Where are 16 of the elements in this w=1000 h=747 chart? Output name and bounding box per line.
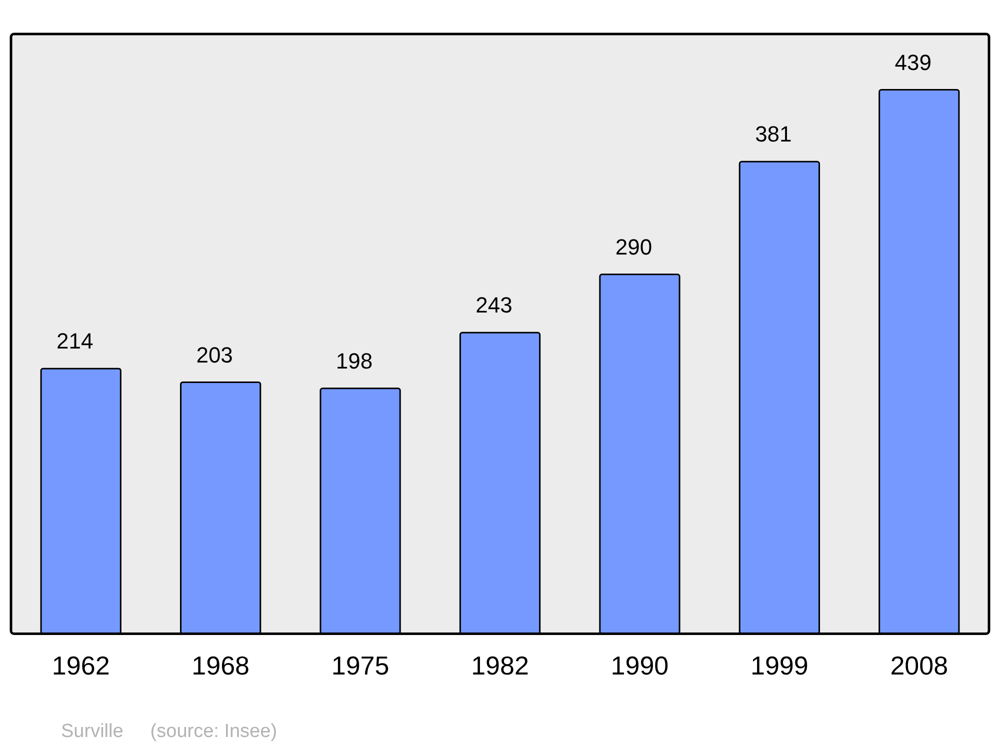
x-tick-label: 1990 (610, 650, 669, 681)
x-tick-label: 1962 (52, 650, 110, 681)
data-label: 381 (755, 122, 792, 147)
text: Surville (61, 721, 124, 742)
text: (source: Insee) (150, 721, 278, 742)
x-tick-label: 1975 (331, 650, 390, 681)
data-label: 439 (894, 50, 932, 75)
x-tick-label: 1982 (471, 650, 529, 681)
x-tick-label: 1968 (192, 650, 250, 681)
x-tick-label: 2008 (890, 650, 948, 681)
data-label: 290 (615, 234, 652, 260)
data-label: 203 (196, 342, 233, 368)
data-label: 243 (476, 292, 512, 318)
data-label: 198 (336, 348, 373, 374)
data-label: 214 (56, 328, 94, 354)
x-tick-label: 1999 (750, 650, 808, 681)
